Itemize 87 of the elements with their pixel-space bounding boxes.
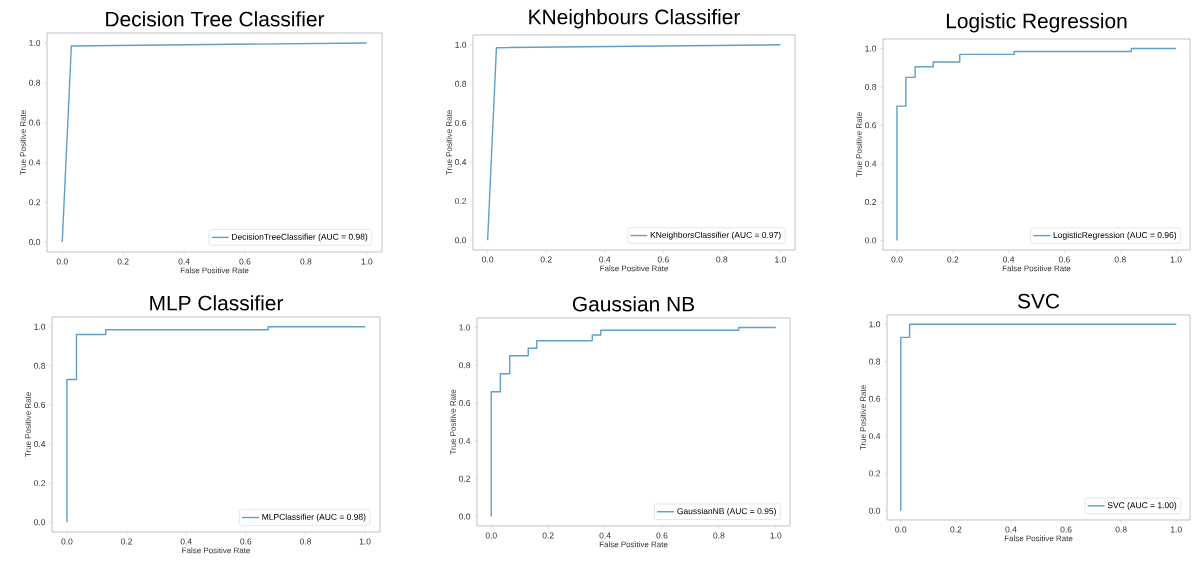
y-tick-label: 0.6 bbox=[29, 119, 41, 126]
x-tick-label: 1.0 bbox=[361, 258, 373, 265]
y-tick-label: 1.0 bbox=[869, 321, 881, 328]
y-tick-label: 1.0 bbox=[34, 323, 46, 330]
y-tick-label: 0.4 bbox=[865, 160, 877, 167]
y-tick-label: 0.0 bbox=[29, 239, 41, 246]
x-tick-label: 0.6 bbox=[656, 532, 668, 539]
y-tick-label: 0.8 bbox=[865, 83, 877, 90]
x-tick-label: 1.0 bbox=[775, 256, 786, 263]
y-tick-label: 0.2 bbox=[865, 199, 877, 206]
x-tick-label: 0.8 bbox=[713, 532, 725, 539]
y-tick-label: 0.4 bbox=[459, 437, 471, 444]
y-tick-label: 0.2 bbox=[34, 480, 46, 487]
y-tick-label: 0.8 bbox=[869, 358, 881, 365]
x-tick-label: 0.8 bbox=[1115, 526, 1127, 533]
x-tick-label: 1.0 bbox=[359, 538, 371, 545]
chart-title: SVC bbox=[1017, 293, 1060, 309]
x-tick-label: 0.4 bbox=[599, 532, 611, 539]
line-series bbox=[490, 326, 777, 518]
x-tick-label: 0.4 bbox=[180, 538, 192, 545]
x-tick-label: 0.0 bbox=[482, 256, 494, 263]
y-tick-label: 0.2 bbox=[455, 198, 467, 205]
y-tick-label: 0.8 bbox=[34, 362, 46, 369]
y-tick-label: 0.6 bbox=[459, 400, 471, 407]
x-tick-label: 1.0 bbox=[1170, 526, 1182, 533]
y-tick-label: 0.0 bbox=[865, 237, 877, 244]
x-tick-label: 0.6 bbox=[1058, 256, 1070, 263]
x-tick-label: 0.4 bbox=[1003, 256, 1015, 263]
x-tick-label: 0.4 bbox=[178, 258, 190, 265]
y-tick-label: 0.0 bbox=[34, 519, 46, 526]
x-tick-label: 0.2 bbox=[121, 538, 133, 545]
x-tick-label: 0.6 bbox=[657, 256, 669, 263]
x-tick-label: 0.6 bbox=[239, 258, 251, 265]
y-tick-label: 0.6 bbox=[869, 395, 881, 402]
chart-title: Decision Tree Classifier bbox=[106, 11, 325, 27]
y-tick-label: 1.0 bbox=[459, 324, 471, 331]
chart-title: Gaussian NB bbox=[572, 296, 694, 312]
x-tick-label: 0.0 bbox=[891, 256, 903, 263]
x-tick-label: 0.2 bbox=[540, 256, 552, 263]
y-tick-label: 0.8 bbox=[459, 362, 471, 369]
y-tick-label: 1.0 bbox=[455, 41, 467, 48]
legend-label: DecisionTreeClassifier (AUC = 0.98) bbox=[232, 233, 368, 242]
y-tick-label: 0.8 bbox=[455, 80, 467, 87]
y-tick-label: 0.0 bbox=[459, 513, 471, 520]
y-tick-label: 0.4 bbox=[29, 159, 41, 166]
y-tick-label: 0.2 bbox=[869, 470, 881, 477]
x-tick-label: 0.0 bbox=[485, 532, 497, 539]
y-tick-label: 0.6 bbox=[34, 401, 46, 408]
chart-title: MLP Classifier bbox=[150, 295, 284, 311]
y-tick-label: 1.0 bbox=[29, 39, 41, 46]
legend-label: MLPClassifier (AUC = 0.98) bbox=[262, 513, 366, 522]
legend-label: SVC (AUC = 1.00) bbox=[1107, 502, 1177, 510]
y-tick-label: 0.8 bbox=[29, 79, 41, 86]
x-tick-label: 0.2 bbox=[950, 526, 962, 533]
x-tick-label: 0.8 bbox=[1114, 256, 1126, 263]
y-tick-label: 1.0 bbox=[865, 45, 877, 52]
x-tick-label: 0.0 bbox=[895, 526, 907, 533]
y-tick-label: 0.6 bbox=[455, 119, 467, 126]
x-tick-label: 0.4 bbox=[1005, 526, 1017, 533]
chart-title: KNeighbours Classifier bbox=[529, 8, 740, 29]
legend-label: GaussianNB (AUC = 0.95) bbox=[677, 507, 776, 516]
x-tick-label: 0.8 bbox=[300, 258, 312, 265]
y-tick-label: 0.2 bbox=[29, 199, 41, 206]
x-tick-label: 0.0 bbox=[56, 258, 68, 265]
x-tick-label: 0.6 bbox=[1060, 526, 1072, 533]
y-tick-label: 0.4 bbox=[869, 433, 881, 440]
x-tick-label: 0.2 bbox=[542, 532, 554, 539]
y-tick-label: 0.2 bbox=[459, 475, 471, 482]
y-tick-label: 0.4 bbox=[455, 159, 467, 166]
x-tick-label: 1.0 bbox=[770, 532, 782, 539]
legend-label: LogisticRegression (AUC = 0.96) bbox=[1053, 231, 1177, 240]
line-series bbox=[896, 47, 1177, 242]
x-tick-label: 0.0 bbox=[61, 538, 73, 545]
x-tick-label: 0.8 bbox=[716, 256, 728, 263]
line-series bbox=[66, 326, 366, 523]
y-tick-label: 0.0 bbox=[455, 237, 467, 244]
x-tick-label: 0.6 bbox=[240, 538, 252, 545]
legend-label: KNeighborsClassifier (AUC = 0.97) bbox=[650, 231, 781, 240]
chart-title: Logistic Regression bbox=[946, 12, 1127, 33]
x-tick-label: 0.2 bbox=[947, 256, 959, 263]
x-tick-label: 0.4 bbox=[599, 256, 611, 263]
x-tick-label: 0.2 bbox=[117, 258, 129, 265]
x-tick-label: 0.8 bbox=[299, 538, 311, 545]
x-tick-label: 1.0 bbox=[1170, 256, 1182, 263]
y-tick-label: 0.0 bbox=[869, 507, 881, 514]
y-tick-label: 0.6 bbox=[865, 122, 877, 129]
y-tick-label: 0.4 bbox=[34, 441, 46, 448]
